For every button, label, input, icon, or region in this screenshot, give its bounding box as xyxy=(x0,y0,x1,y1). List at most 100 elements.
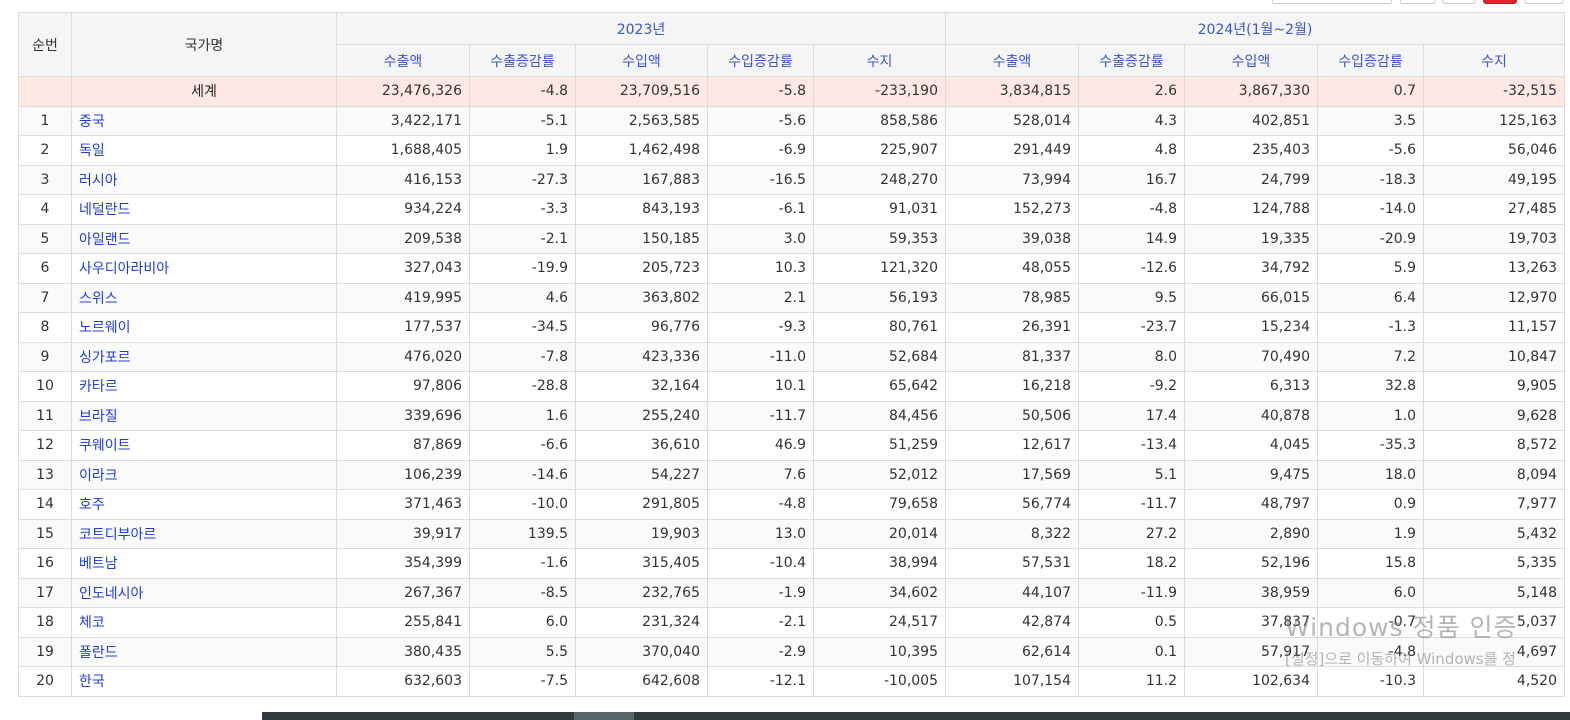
country-link[interactable]: 브라질 xyxy=(79,408,118,425)
value-cell: 5.9 xyxy=(1317,253,1424,284)
value-cell: 5,148 xyxy=(1423,577,1565,608)
country-link[interactable]: 러시아 xyxy=(79,172,118,189)
value-cell: 39,917 xyxy=(336,518,470,549)
value-cell: -11.9 xyxy=(1078,577,1185,608)
value-cell: -2.9 xyxy=(707,636,814,667)
country-link[interactable]: 스위스 xyxy=(79,290,118,307)
trade-balance-table: 순번 국가명 2023년 2024년(1월~2월) 수출액 수출증감률 수입액 수입증… xyxy=(18,12,1565,697)
value-cell: 42,874 xyxy=(945,607,1079,638)
value-cell: 102,634 xyxy=(1184,666,1318,697)
table-row: 3 러시아 416,153 -27.3 167,883 -16.5 248,270 73,99… xyxy=(18,164,1565,195)
value-cell: 34,602 xyxy=(813,577,946,608)
value-cell: -3.3 xyxy=(469,194,576,225)
prev-page-button[interactable] xyxy=(1400,0,1436,4)
country-link[interactable]: 베트남 xyxy=(79,556,118,573)
country-link[interactable]: 폴란드 xyxy=(79,644,118,661)
country-link[interactable]: 인도네시아 xyxy=(79,585,144,602)
row-index: 17 xyxy=(18,577,72,608)
value-cell: -5.8 xyxy=(707,76,814,107)
value-cell: 38,959 xyxy=(1184,577,1318,608)
value-cell: 56,046 xyxy=(1423,135,1565,166)
value-cell: 0.7 xyxy=(1317,76,1424,107)
country-link[interactable]: 체코 xyxy=(79,615,105,632)
value-cell: -9.3 xyxy=(707,312,814,343)
value-cell: -12.1 xyxy=(707,666,814,697)
country-link[interactable]: 독일 xyxy=(79,143,105,160)
value-cell: 81,337 xyxy=(945,341,1079,372)
world-total-row: 세계 23,476,326 -4.8 23,709,516 -5.8 -233,190 3,… xyxy=(18,76,1565,107)
value-cell: 65,642 xyxy=(813,371,946,402)
value-cell: 10.3 xyxy=(707,253,814,284)
value-cell: 11,157 xyxy=(1423,312,1565,343)
value-cell: 39,038 xyxy=(945,223,1079,254)
col-header-country: 국가명 xyxy=(71,12,337,77)
horizontal-scrollbar[interactable] xyxy=(262,712,1570,720)
country-link[interactable]: 중국 xyxy=(79,113,105,130)
row-index: 8 xyxy=(18,312,72,343)
value-cell: 5.1 xyxy=(1078,459,1185,490)
value-cell: 3,867,330 xyxy=(1184,76,1318,107)
country-link[interactable]: 카타르 xyxy=(79,379,118,396)
country-cell: 독일 xyxy=(71,135,337,166)
row-index: 20 xyxy=(18,666,72,697)
country-cell: 폴란드 xyxy=(71,636,337,667)
value-cell: -233,190 xyxy=(813,76,946,107)
current-page-button[interactable] xyxy=(1483,0,1517,4)
country-cell: 인도네시아 xyxy=(71,577,337,608)
value-cell: 9,628 xyxy=(1423,400,1565,431)
country-link[interactable]: 싱가포르 xyxy=(79,349,131,366)
row-index: 12 xyxy=(18,430,72,461)
value-cell: 255,240 xyxy=(575,400,708,431)
value-cell: 209,538 xyxy=(336,223,470,254)
value-cell: 419,995 xyxy=(336,282,470,313)
country-link[interactable]: 호주 xyxy=(79,497,105,514)
value-cell: 12,617 xyxy=(945,430,1079,461)
value-cell: -10.4 xyxy=(707,548,814,579)
value-cell: 17.4 xyxy=(1078,400,1185,431)
value-cell: 49,195 xyxy=(1423,164,1565,195)
scrollbar-thumb[interactable] xyxy=(574,712,634,720)
value-cell: 24,799 xyxy=(1184,164,1318,195)
country-link[interactable]: 코트디부아르 xyxy=(79,526,157,543)
value-cell: 2.1 xyxy=(707,282,814,313)
country-link[interactable]: 쿠웨이트 xyxy=(79,438,131,455)
value-cell: 235,403 xyxy=(1184,135,1318,166)
value-cell: 56,774 xyxy=(945,489,1079,520)
table-row: 9 싱가포르 476,020 -7.8 423,336 -11.0 52,684 81,337… xyxy=(18,341,1565,372)
value-cell: -23.7 xyxy=(1078,312,1185,343)
search-field-edge[interactable] xyxy=(1272,0,1392,4)
value-cell: 18.2 xyxy=(1078,548,1185,579)
table-row: 6 사우디아라비아 327,043 -19.9 205,723 10.3 121,320 48… xyxy=(18,253,1565,284)
country-link[interactable]: 한국 xyxy=(79,674,105,691)
value-cell: -9.2 xyxy=(1078,371,1185,402)
value-cell: 177,537 xyxy=(336,312,470,343)
country-link[interactable]: 네덜란드 xyxy=(79,202,131,219)
country-link[interactable]: 노르웨이 xyxy=(79,320,131,337)
value-cell: 267,367 xyxy=(336,577,470,608)
value-cell: -5.6 xyxy=(1317,135,1424,166)
value-cell: 59,353 xyxy=(813,223,946,254)
country-link[interactable]: 아일랜드 xyxy=(79,231,131,248)
value-cell: 528,014 xyxy=(945,105,1079,136)
value-cell: -11.7 xyxy=(1078,489,1185,520)
value-cell: -4.8 xyxy=(1078,194,1185,225)
value-cell: -16.5 xyxy=(707,164,814,195)
table-row: 5 아일랜드 209,538 -2.1 150,185 3.0 59,353 39,038 14… xyxy=(18,223,1565,254)
value-cell: 339,696 xyxy=(336,400,470,431)
value-cell: 16.7 xyxy=(1078,164,1185,195)
country-cell: 브라질 xyxy=(71,400,337,431)
value-cell: 1,688,405 xyxy=(336,135,470,166)
value-cell: -6.6 xyxy=(469,430,576,461)
value-cell: -28.8 xyxy=(469,371,576,402)
col-header-2024-1: 수출액 xyxy=(945,44,1079,77)
page-button[interactable] xyxy=(1442,0,1476,4)
country-link[interactable]: 이라크 xyxy=(79,467,118,484)
value-cell: 255,841 xyxy=(336,607,470,638)
table-row: 4 네덜란드 934,224 -3.3 843,193 -6.1 91,031 152,273… xyxy=(18,194,1565,225)
next-page-button[interactable] xyxy=(1524,0,1564,4)
value-cell: 107,154 xyxy=(945,666,1079,697)
value-cell: 2,890 xyxy=(1184,518,1318,549)
country-link[interactable]: 사우디아라비아 xyxy=(79,261,170,278)
value-cell: -14.0 xyxy=(1317,194,1424,225)
value-cell: 70,490 xyxy=(1184,341,1318,372)
